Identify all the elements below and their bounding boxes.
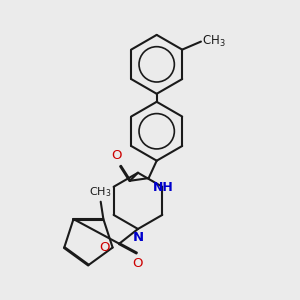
Text: O: O [133,257,143,270]
Text: N: N [132,231,143,244]
Text: NH: NH [153,181,173,194]
Text: CH$_3$: CH$_3$ [89,185,112,199]
Text: O: O [111,149,122,162]
Text: CH$_3$: CH$_3$ [202,34,226,49]
Text: O: O [99,241,110,254]
